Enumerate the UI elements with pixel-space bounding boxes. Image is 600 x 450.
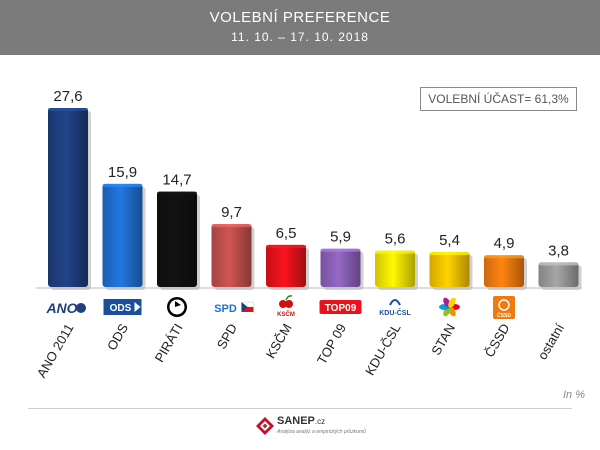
value-label: 15,9 bbox=[108, 164, 137, 181]
category-label: KSČM bbox=[263, 321, 295, 361]
category-label: ČSSD bbox=[482, 321, 513, 360]
value-label: 5,6 bbox=[385, 231, 406, 248]
chart-title: VOLEBNÍ PREFERENCE bbox=[209, 9, 391, 26]
bar-7 bbox=[429, 251, 470, 287]
bar-6 bbox=[375, 250, 415, 287]
unit-label: In % bbox=[563, 389, 586, 401]
bar-top-highlight bbox=[484, 255, 524, 259]
svg-text:ANO: ANO bbox=[45, 300, 77, 316]
value-label: 5,4 bbox=[439, 232, 460, 249]
svg-text:KDU-ČSL: KDU-ČSL bbox=[379, 308, 411, 317]
category-label: PIRÁTI bbox=[152, 321, 186, 365]
chart-header: VOLEBNÍ PREFERENCE 11. 10. – 17. 10. 201… bbox=[0, 0, 600, 55]
bar-8 bbox=[484, 255, 524, 287]
ano-logo-icon: ANO bbox=[45, 300, 86, 316]
bar-3 bbox=[211, 224, 252, 287]
bar-top-highlight bbox=[102, 183, 143, 187]
value-label: 5,9 bbox=[330, 229, 351, 246]
value-label: 27,6 bbox=[53, 88, 82, 105]
sanep-tagline: Analýza analýz a empirických průzkumů bbox=[277, 429, 366, 435]
bar-top-highlight bbox=[266, 244, 306, 248]
bar-chart: ANO ODS SPD KSČM TOP09 KDU-ČSL ČSSD 27,6 ANO 20… bbox=[34, 88, 582, 380]
bar-top-highlight bbox=[320, 248, 361, 252]
sanep-brand: SANEP.cz bbox=[277, 415, 326, 427]
category-label: STAN bbox=[428, 321, 458, 358]
value-label: 3,8 bbox=[548, 242, 569, 259]
category-label: KDU-ČSL bbox=[362, 321, 404, 378]
bar-2 bbox=[157, 191, 197, 287]
category-label: SPD bbox=[214, 321, 240, 352]
ods-logo-icon: ODS bbox=[103, 299, 142, 315]
stan-logo-icon bbox=[439, 297, 460, 317]
svg-text:ODS: ODS bbox=[110, 303, 132, 314]
turnout-box: VOLEBNÍ ÚČAST= 61,3% bbox=[420, 87, 577, 111]
bar-top-highlight bbox=[429, 251, 470, 255]
bar-4 bbox=[266, 244, 306, 287]
bar-9 bbox=[538, 262, 579, 287]
value-label: 6,5 bbox=[276, 225, 297, 242]
kscm-logo-icon: KSČM bbox=[277, 295, 295, 318]
svg-text:ČSSD: ČSSD bbox=[497, 312, 511, 319]
value-label: 4,9 bbox=[494, 235, 515, 252]
svg-text:TOP09: TOP09 bbox=[325, 303, 357, 314]
bar-top-highlight bbox=[48, 108, 88, 111]
bar-0 bbox=[48, 108, 88, 287]
sanep-logo-icon bbox=[256, 417, 274, 435]
svg-text:KSČM: KSČM bbox=[277, 311, 295, 318]
svg-text:SPD: SPD bbox=[214, 303, 237, 315]
category-label: TOP 09 bbox=[314, 321, 349, 367]
bar-top-highlight bbox=[538, 262, 579, 266]
category-label: ANO 2011 bbox=[34, 321, 77, 380]
top09-logo-icon: TOP09 bbox=[319, 300, 362, 314]
category-label: ostatní bbox=[535, 321, 568, 363]
value-label: 14,7 bbox=[162, 172, 191, 189]
cssd-logo-icon: ČSSD bbox=[493, 296, 515, 319]
spd-logo-icon: SPD bbox=[214, 301, 254, 315]
footer-divider bbox=[28, 408, 572, 409]
chart-subtitle: 11. 10. – 17. 10. 2018 bbox=[231, 30, 369, 44]
sanep-logo: SANEP.cz Analýza analýz a empirických pr… bbox=[255, 414, 366, 442]
bar-top-highlight bbox=[211, 224, 252, 228]
kdu-logo-icon: KDU-ČSL bbox=[379, 299, 411, 317]
bar-5 bbox=[320, 248, 361, 287]
bar-top-highlight bbox=[375, 250, 415, 254]
pirati-logo-icon bbox=[167, 297, 187, 317]
value-label: 9,7 bbox=[221, 204, 242, 221]
category-label: ODS bbox=[104, 321, 131, 353]
bar-top-highlight bbox=[157, 191, 197, 195]
bar-1 bbox=[102, 183, 143, 287]
